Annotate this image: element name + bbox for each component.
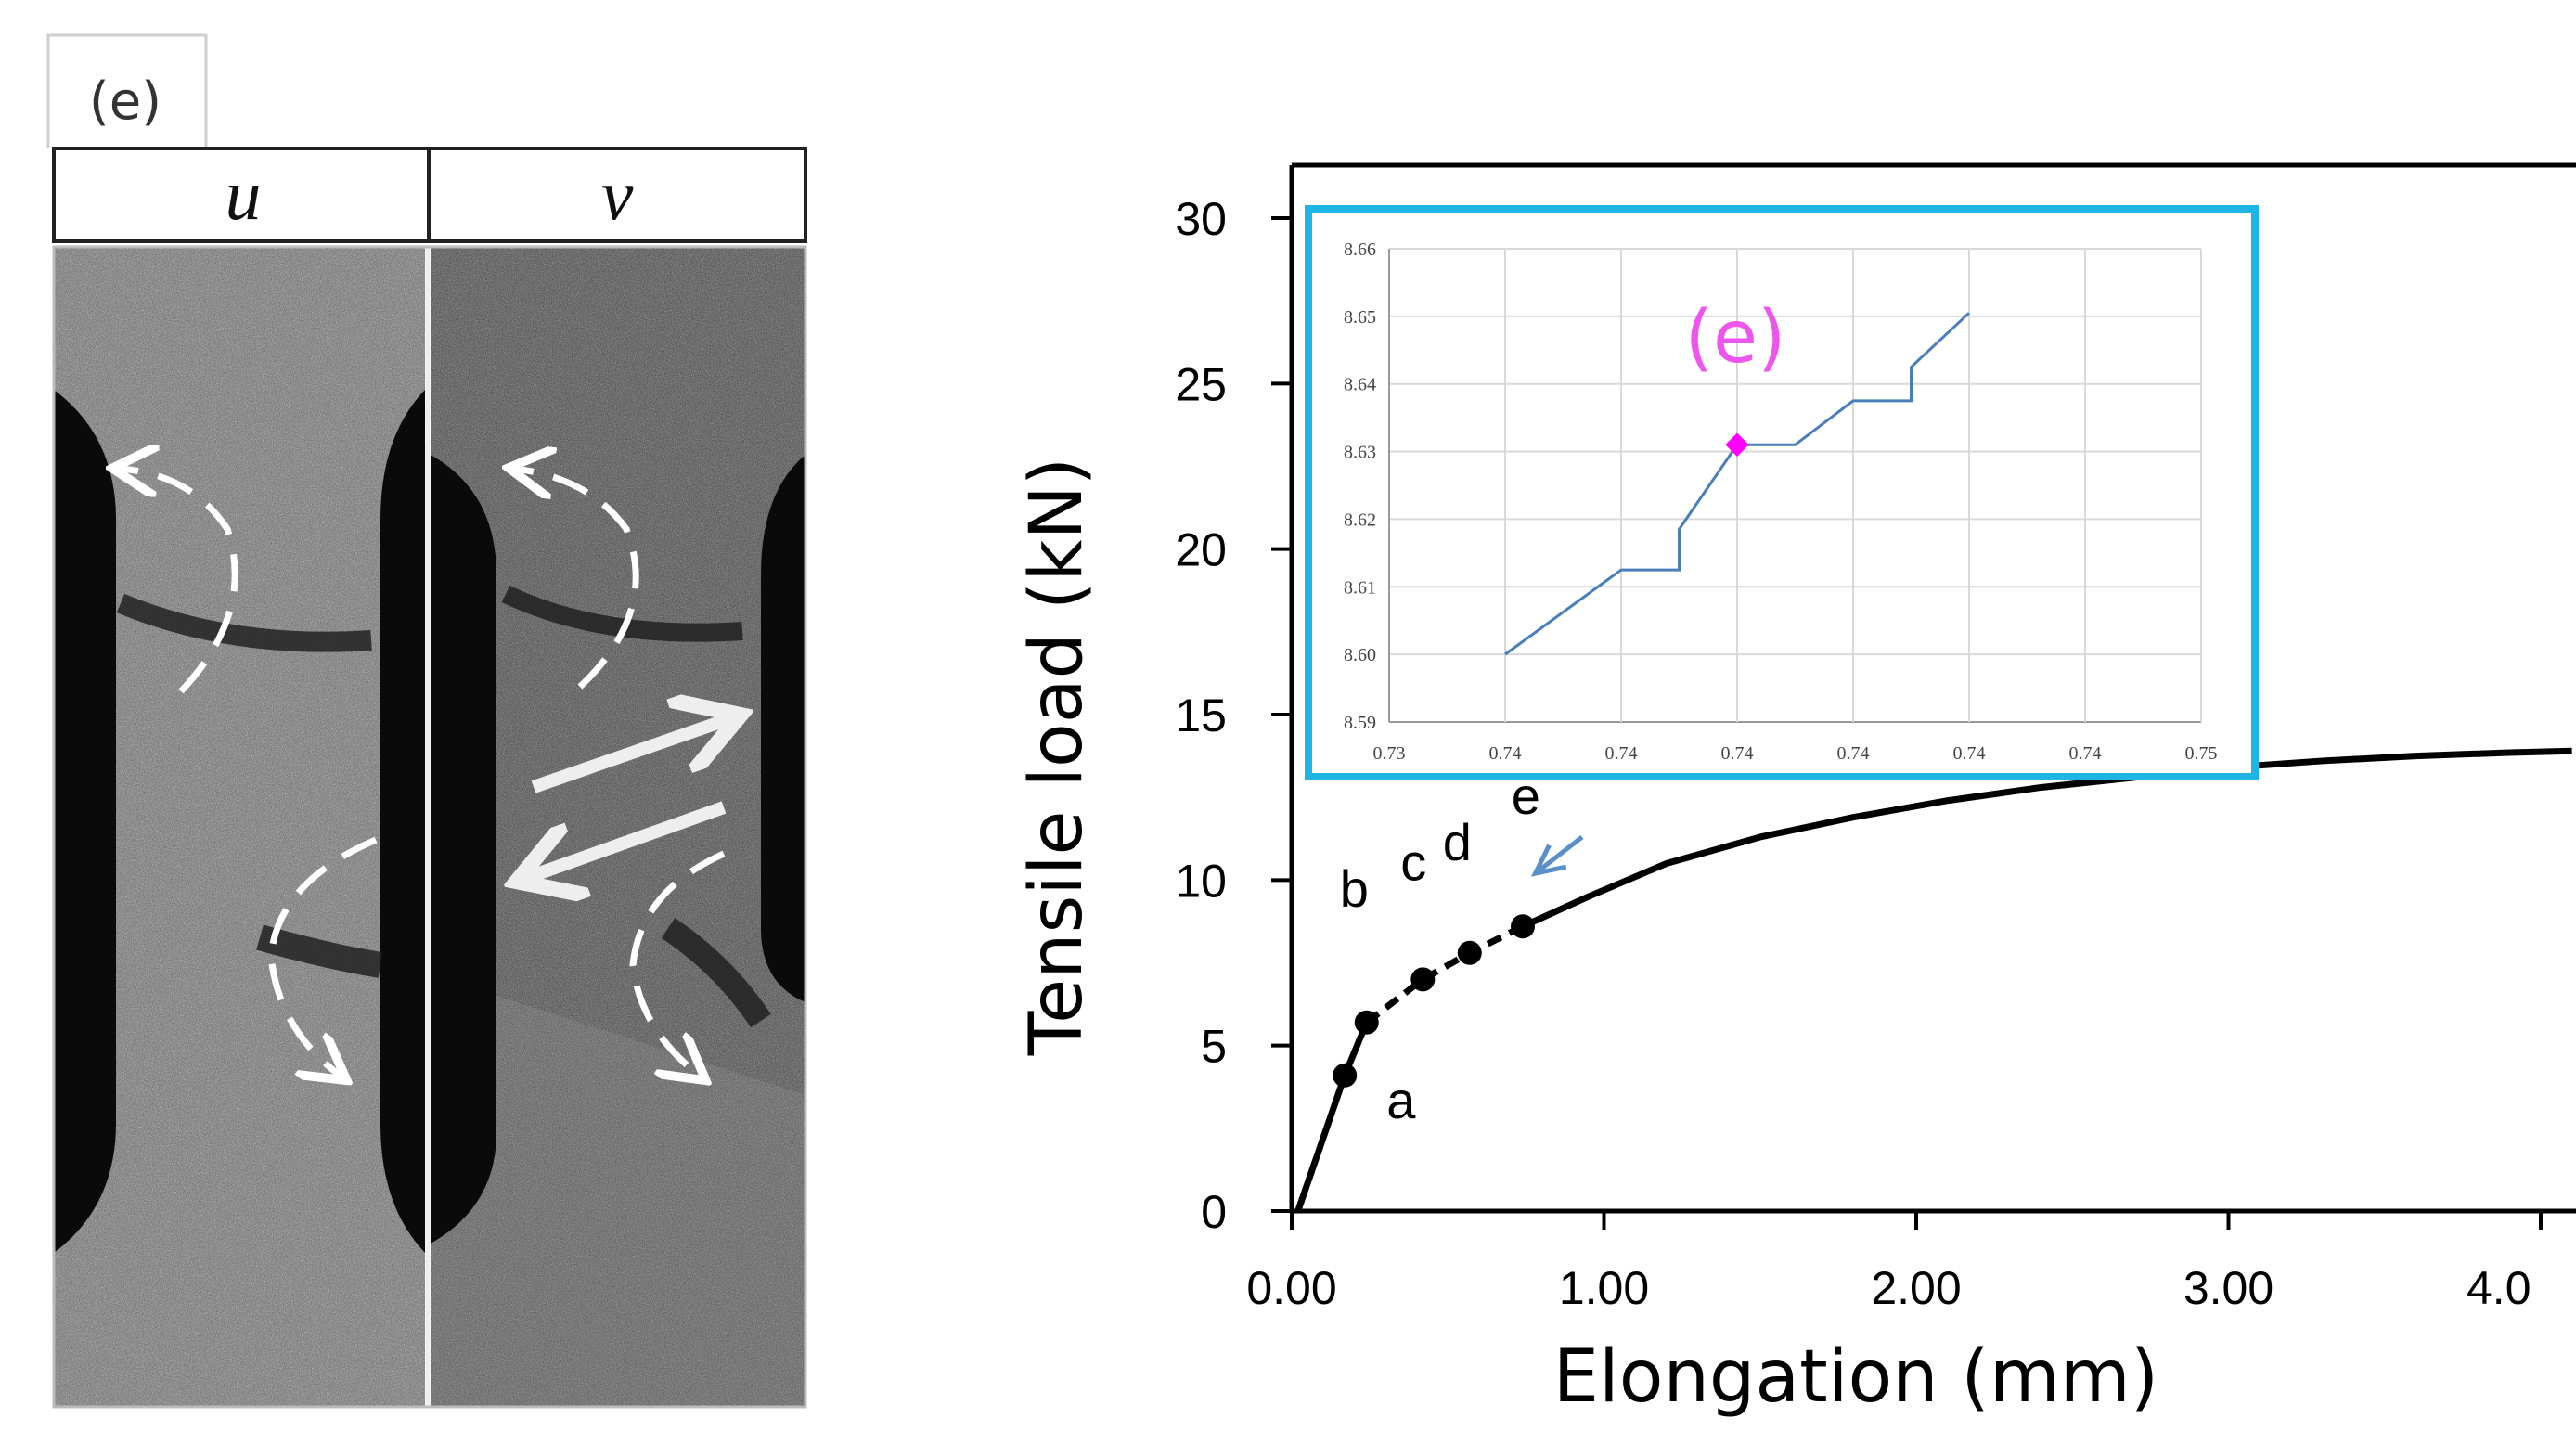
y-tick-label: 15 (1175, 690, 1227, 741)
inset-x-tick-label: 0.74 (1605, 743, 1638, 764)
inset-y-tick-label: 8.61 (1344, 577, 1376, 598)
point-label-a: a (1386, 1071, 1416, 1129)
inset-y-tick-label: 8.65 (1344, 307, 1376, 328)
y-tick-label: 10 (1175, 855, 1227, 907)
point-label-d: d (1443, 813, 1472, 871)
pointer-arrow (1533, 834, 1584, 876)
y-tick-label: 20 (1175, 524, 1227, 576)
x-tick-label: 1.00 (1559, 1262, 1649, 1314)
series-line-plastic (1521, 747, 2572, 930)
inset-chart: 8.59 8.60 8.61 8.62 8.63 8.64 8.65 8.66 0.73 0.74… (1305, 205, 2259, 780)
inset-x-tick-label: 0.74 (1721, 743, 1754, 764)
dashed-arrow-v-top (515, 469, 639, 690)
y-tick-label: 0 (1201, 1186, 1227, 1238)
data-point (1511, 914, 1536, 939)
inset-y-tick-label: 8.62 (1344, 509, 1376, 530)
inset-series-line (1504, 312, 1971, 656)
dashed-arrow-u-bottom (267, 836, 378, 1077)
image-v (431, 247, 805, 1407)
dashed-arrow-v-bottom (629, 850, 726, 1077)
shear-arrow-up (531, 719, 728, 793)
point-label-b: b (1340, 859, 1369, 918)
inset-x-tick-label: 0.73 (1373, 743, 1406, 764)
image-u (54, 247, 425, 1407)
inset-frame (1305, 205, 2259, 780)
dashed-arrow-u-top (119, 469, 238, 694)
inset-x-tick-label: 0.74 (1953, 743, 1986, 764)
inset-y-tick-label: 8.60 (1344, 645, 1376, 665)
specimen-edge-right (761, 455, 805, 1002)
inset-x-tick-label: 0.74 (1837, 743, 1870, 764)
inset-x-tick-label: 0.75 (2185, 743, 2218, 764)
inset-x-tick-label: 0.74 (1489, 743, 1522, 764)
column-label-v: v (601, 154, 634, 235)
x-tick-label: 4.0 (2467, 1262, 2531, 1314)
data-point (1354, 1010, 1379, 1035)
inset-y-tick-label: 8.63 (1344, 443, 1376, 463)
specimen-edge-left (54, 390, 116, 1253)
series-line-elastic (1294, 1021, 1370, 1213)
specimen-edge-left (431, 455, 496, 1244)
inset-label: (e) (1685, 296, 1786, 380)
x-tick-label: 0.00 (1246, 1262, 1336, 1314)
y-tick-label: 25 (1175, 358, 1227, 410)
inset-y-tick-label: 8.59 (1344, 713, 1376, 733)
series-line-dashed (1364, 923, 1525, 1025)
y-tick-label: 30 (1175, 193, 1227, 245)
pointer-arrow-head (1530, 844, 1567, 877)
y-axis-title: Tensile load (kN) (1015, 458, 1099, 1056)
specimen-edge-right (380, 390, 425, 1253)
inset-x-tick-label: 0.74 (2069, 743, 2102, 764)
x-tick-label: 3.00 (2183, 1262, 2273, 1314)
column-label-u: u (225, 154, 262, 235)
panel-tab (46, 33, 208, 148)
point-label-c: c (1400, 832, 1426, 891)
data-point (1333, 1063, 1358, 1088)
shear-arrow-down (529, 801, 727, 877)
data-point (1457, 940, 1482, 965)
y-tick-label: 5 (1201, 1021, 1227, 1073)
inset-y-tick-label: 8.66 (1344, 239, 1376, 260)
speckle-panel: (e) u v (46, 33, 807, 1409)
x-tick-label: 2.00 (1871, 1262, 1961, 1314)
data-point (1410, 967, 1436, 992)
x-axis-title: Elongation (mm) (1553, 1335, 2158, 1419)
panel-tab-label: (e) (89, 71, 161, 132)
inset-y-tick-label: 8.64 (1344, 375, 1376, 395)
